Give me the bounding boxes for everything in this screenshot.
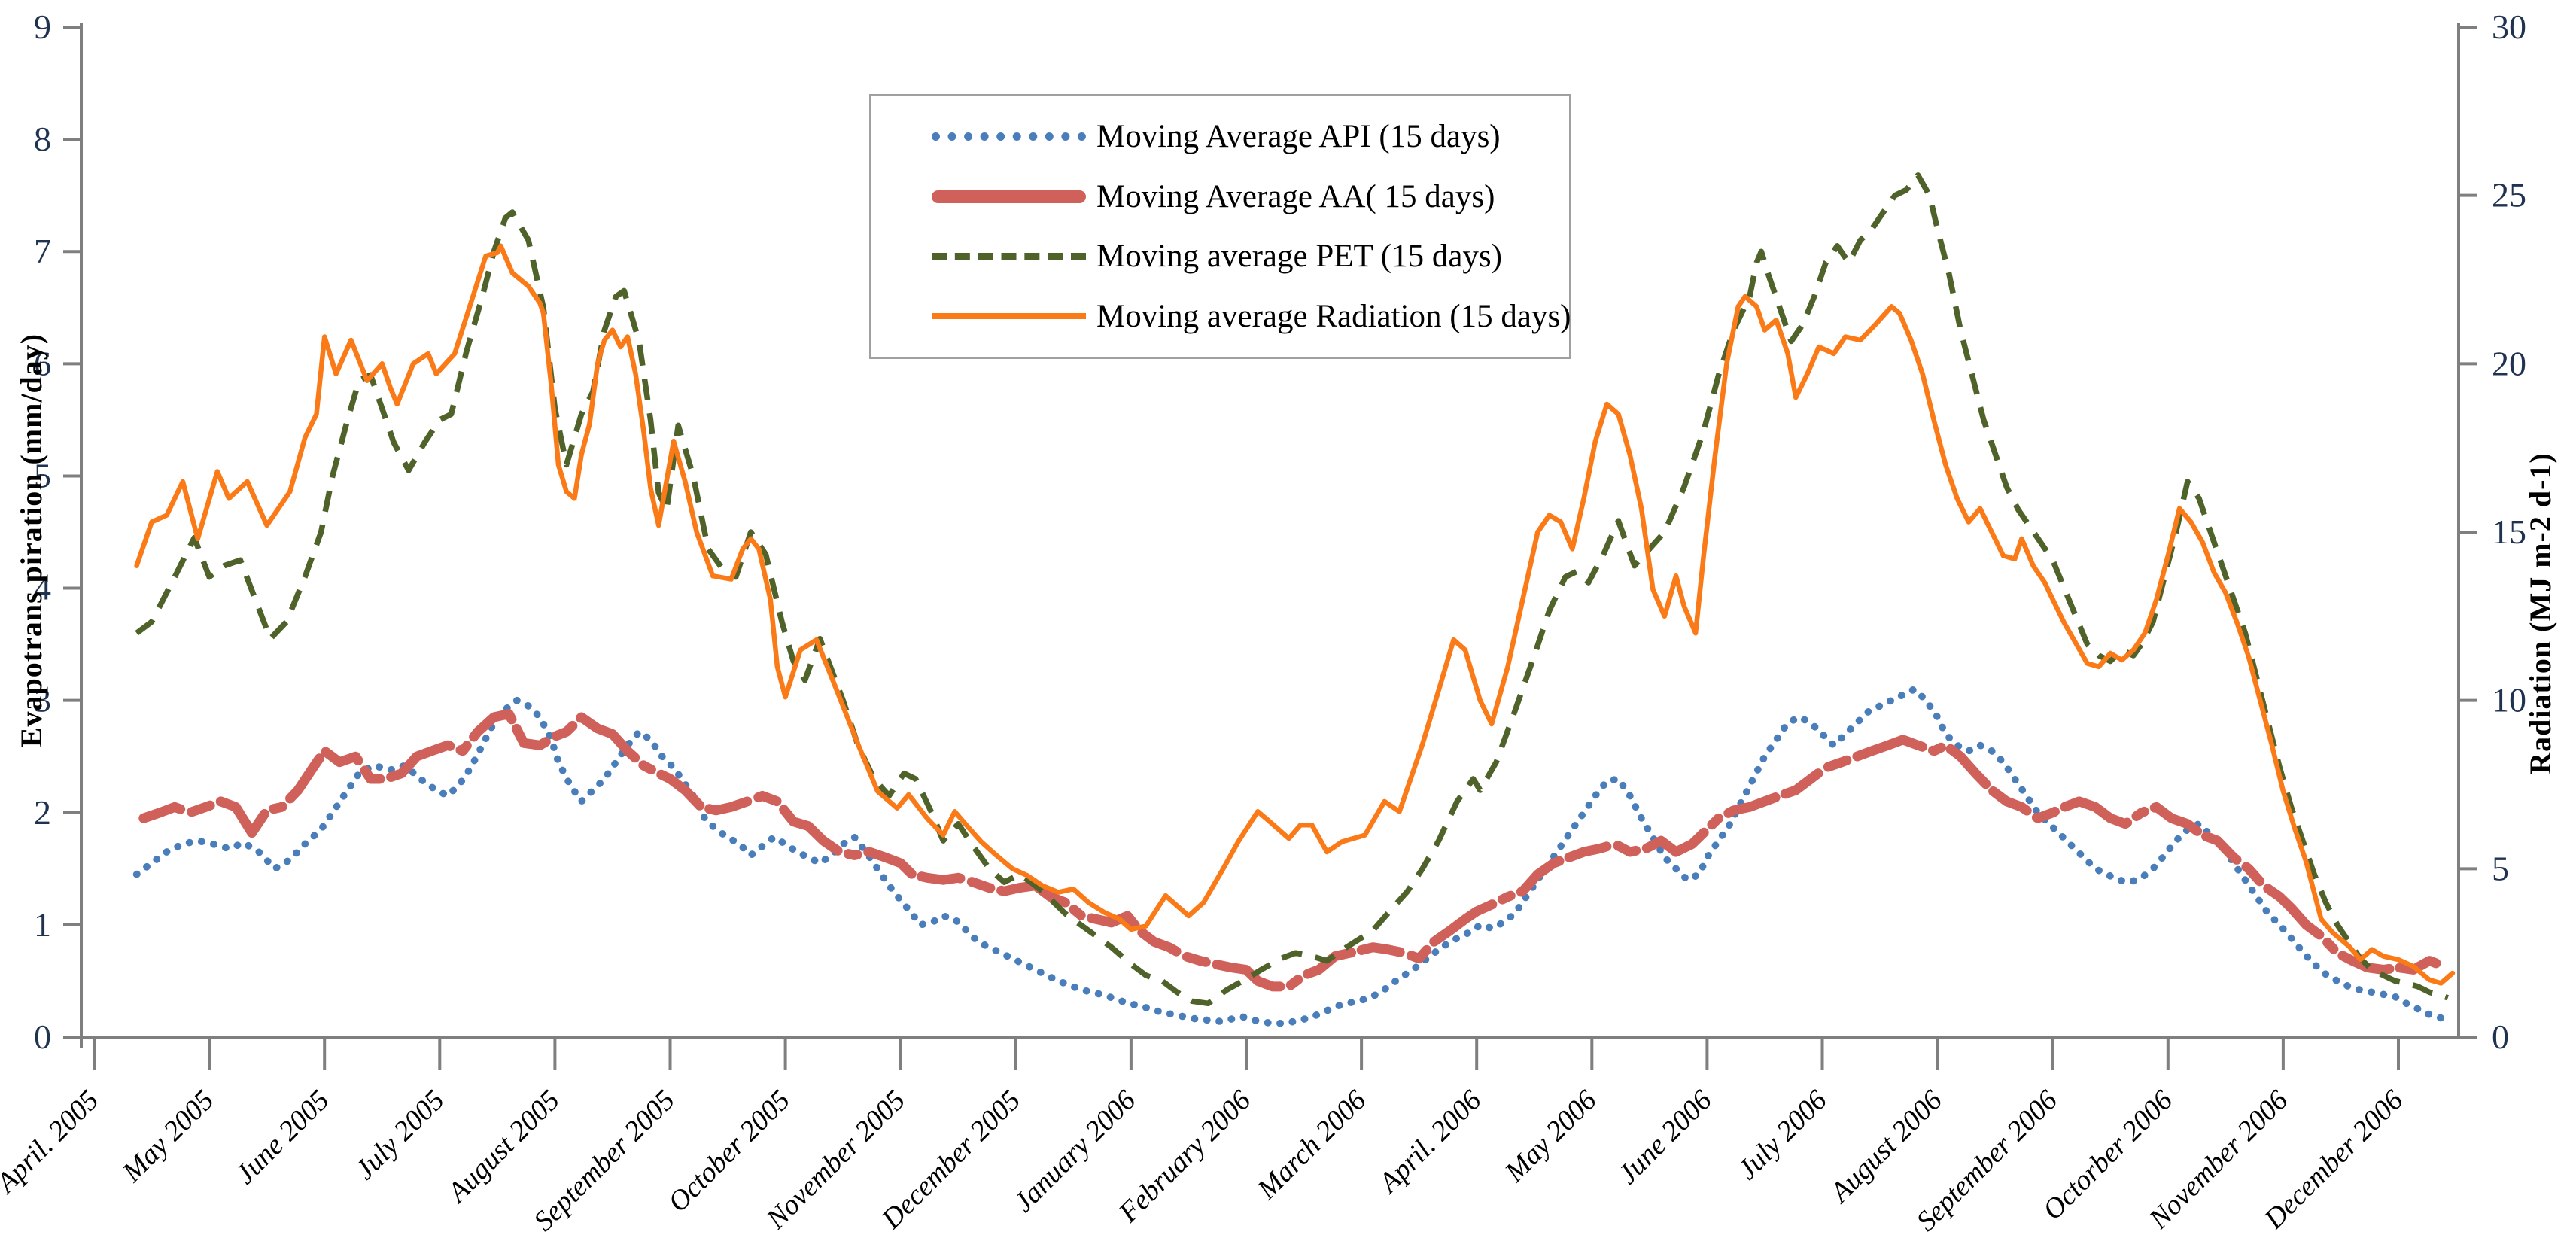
right-axis-tick-label: 25 xyxy=(2492,176,2526,214)
x-axis-month-label: May 2005 xyxy=(116,1084,220,1189)
legend-label: Moving Average AA( 15 days) xyxy=(1096,178,1495,214)
x-axis-month-label: June 2006 xyxy=(1612,1084,1718,1191)
x-axis-month-label: April. 2005 xyxy=(0,1084,105,1200)
legend-label: Moving average PET (15 days) xyxy=(1096,239,1502,275)
right-axis-tick-label: 10 xyxy=(2492,681,2526,719)
left-axis-tick-label: 4 xyxy=(34,569,51,607)
right-axis-tick-label: 5 xyxy=(2492,849,2509,887)
pet-dashed-line-swatch xyxy=(932,252,1086,260)
left-axis-title: Evapotrans piration (mm/day) xyxy=(14,333,48,748)
legend-item-pet: Moving average PET (15 days) xyxy=(932,238,1569,275)
x-axis-month-label: July 2005 xyxy=(349,1084,451,1186)
series-dotted-left xyxy=(132,686,2456,1027)
series-solid-right xyxy=(134,243,2456,986)
x-axis-month-label: May 2006 xyxy=(1498,1084,1603,1189)
legend-label: Moving average Radiation (15 days) xyxy=(1096,298,1571,334)
api-dotted-line-swatch xyxy=(932,132,1086,141)
left-axis-tick-label: 6 xyxy=(34,344,51,382)
left-axis-tick-label: 1 xyxy=(34,905,51,944)
left-axis-tick-label: 2 xyxy=(34,793,51,832)
legend-box: Moving Average API (15 days) Moving Aver… xyxy=(869,94,1571,359)
right-axis-tick-label: 15 xyxy=(2492,513,2526,551)
left-axis-tick-label: 3 xyxy=(34,681,51,719)
x-axis-month-label: August 2005 xyxy=(440,1084,566,1210)
aa-thick-line-swatch xyxy=(932,190,1086,203)
x-axis-month-label: June 2005 xyxy=(230,1084,336,1191)
legend-label: Moving Average API (15 days) xyxy=(1096,119,1501,155)
x-axis-month-label: July 2006 xyxy=(1732,1084,1833,1186)
left-axis-tick-label: 0 xyxy=(34,1017,51,1056)
legend-item-aa: Moving Average AA( 15 days) xyxy=(932,178,1569,215)
legend-item-api: Moving Average API (15 days) xyxy=(932,118,1569,155)
right-axis-tick-label: 20 xyxy=(2492,344,2526,382)
left-axis-tick-label: 9 xyxy=(34,8,51,46)
x-axis-month-label: August 2006 xyxy=(1823,1084,1948,1210)
right-axis-tick-label: 0 xyxy=(2492,1017,2509,1056)
right-axis-title: Radiation (MJ m-2 d-1) xyxy=(2523,452,2557,774)
left-axis-tick-label: 7 xyxy=(34,232,51,270)
left-axis-tick-label: 5 xyxy=(34,456,51,494)
legend-item-radiation: Moving average Radiation (15 days) xyxy=(932,298,1571,335)
x-axis-month-label: April. 2006 xyxy=(1371,1084,1487,1200)
left-axis-tick-label: 8 xyxy=(34,120,51,158)
x-axis-month-label: March 2006 xyxy=(1251,1084,1373,1206)
right-axis-tick-label: 30 xyxy=(2492,8,2526,46)
series-thick-solid-left xyxy=(138,709,2450,992)
radiation-solid-line-swatch xyxy=(932,313,1086,320)
